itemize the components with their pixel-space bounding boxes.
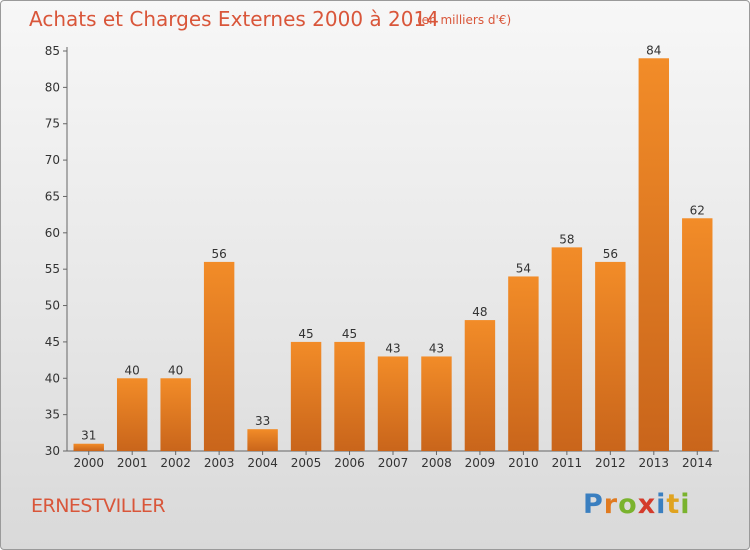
x-tick-label: 2009 xyxy=(465,456,496,470)
bar-2010 xyxy=(508,276,539,451)
bar-2003 xyxy=(203,261,235,451)
x-tick-label: 2002 xyxy=(160,456,191,470)
bar-2014 xyxy=(682,218,713,451)
data-label: 33 xyxy=(255,414,270,428)
y-tick-label: 80 xyxy=(45,80,60,94)
x-tick-label: 2004 xyxy=(247,456,278,470)
logo-letter: x xyxy=(637,489,657,520)
x-tick-label: 2005 xyxy=(291,456,322,470)
bars xyxy=(73,58,713,451)
logo-letter: i xyxy=(680,489,691,520)
y-tick-label: 35 xyxy=(45,408,60,422)
y-tick-label: 65 xyxy=(45,189,60,203)
bar-2002 xyxy=(160,378,191,451)
y-tick-label: 85 xyxy=(45,44,60,58)
data-label: 43 xyxy=(385,341,400,355)
bar-2007 xyxy=(377,356,409,451)
bar-2012 xyxy=(595,261,626,451)
x-tick-label: 2011 xyxy=(552,456,583,470)
y-tick-label: 45 xyxy=(45,335,60,349)
chart-title: Achats et Charges Externes 2000 à 2014 xyxy=(29,7,439,31)
data-label: 43 xyxy=(429,341,444,355)
x-tick-label: 2013 xyxy=(639,456,670,470)
x-tick-label: 2006 xyxy=(334,456,365,470)
y-tick-label: 40 xyxy=(45,371,60,385)
bar-2005 xyxy=(290,341,322,451)
y-tick-label: 75 xyxy=(45,117,60,131)
y-tick-label: 50 xyxy=(45,299,60,313)
x-tick-label: 2007 xyxy=(378,456,409,470)
chart-subtitle: (en milliers d'€) xyxy=(417,13,512,27)
x-tick-label: 2008 xyxy=(421,456,452,470)
data-label: 56 xyxy=(603,247,618,261)
bar-2013 xyxy=(638,58,670,451)
bar-2001 xyxy=(116,378,148,451)
bar-2008 xyxy=(421,356,452,451)
x-tick-label: 2001 xyxy=(117,456,148,470)
data-label: 45 xyxy=(298,327,313,341)
place-name: ERNESTVILLER xyxy=(31,495,166,517)
y-tick-label: 55 xyxy=(45,262,60,276)
y-tick-label: 70 xyxy=(45,153,60,167)
y-tick-label: 60 xyxy=(45,226,60,240)
y-tick-label: 30 xyxy=(45,444,60,458)
data-label: 58 xyxy=(559,232,574,246)
data-label: 62 xyxy=(690,203,705,217)
x-tick-label: 2014 xyxy=(682,456,713,470)
proxiti-logo[interactable]: Proxiti xyxy=(583,489,691,520)
bar-2004 xyxy=(247,429,278,451)
bar-2011 xyxy=(551,247,583,451)
x-tick-label: 2012 xyxy=(595,456,626,470)
x-tick-label: 2003 xyxy=(204,456,235,470)
data-label: 54 xyxy=(516,261,531,275)
logo-letter: P xyxy=(583,489,604,520)
data-label: 56 xyxy=(211,247,226,261)
logo-letter: r xyxy=(603,489,619,520)
logo-letter: o xyxy=(618,489,638,520)
bar-2006 xyxy=(334,341,365,451)
x-tick-label: 2000 xyxy=(73,456,104,470)
data-label: 84 xyxy=(646,43,661,57)
data-label: 40 xyxy=(125,363,140,377)
data-label: 45 xyxy=(342,327,357,341)
labels: 2000 31 2001 40 2002 40 2003 56 2004 33 2005 45 2006… xyxy=(73,43,712,470)
bar-2000 xyxy=(73,443,104,451)
logo-letter: i xyxy=(656,489,667,520)
logo-letter: t xyxy=(666,489,681,520)
data-label: 40 xyxy=(168,363,183,377)
data-label: 48 xyxy=(472,305,487,319)
data-label: 31 xyxy=(81,429,96,443)
x-tick-label: 2010 xyxy=(508,456,539,470)
bar-2009 xyxy=(464,320,496,451)
